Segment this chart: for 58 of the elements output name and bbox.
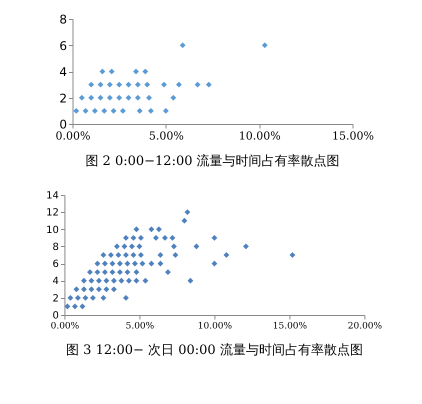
point xyxy=(106,94,113,101)
y-tick-label: 4 xyxy=(52,276,59,288)
point xyxy=(126,82,132,88)
y-tick-label: 10 xyxy=(46,224,59,236)
y-tick-label: 0 xyxy=(52,310,59,322)
x-tick-label: 5.00% xyxy=(148,130,184,142)
y-tick-label: 14 xyxy=(46,190,59,202)
point xyxy=(98,94,104,101)
point xyxy=(170,94,176,101)
point xyxy=(98,82,104,88)
point xyxy=(116,94,122,101)
x-tick-label: 15.00% xyxy=(272,322,308,332)
x-tick-label: 10.00% xyxy=(198,322,233,332)
y-tick-label: 4 xyxy=(59,65,68,79)
point xyxy=(73,108,80,114)
point xyxy=(148,108,154,114)
y-tick-label: 6 xyxy=(52,259,59,270)
point xyxy=(82,108,88,114)
point xyxy=(78,94,85,101)
point xyxy=(162,108,169,114)
point xyxy=(206,82,212,88)
point xyxy=(176,82,182,88)
point xyxy=(144,82,150,88)
y-tick-label: 12 xyxy=(46,208,59,219)
point xyxy=(106,82,113,88)
point xyxy=(134,82,141,88)
point xyxy=(146,94,152,101)
point xyxy=(134,94,141,101)
point xyxy=(136,108,143,114)
x-tick-label: 15.00% xyxy=(332,130,374,142)
y-tick-label: 0 xyxy=(59,118,68,132)
point xyxy=(88,82,94,88)
point xyxy=(88,94,94,101)
point xyxy=(262,42,268,48)
x-tick-label: 0.00% xyxy=(50,322,80,332)
point xyxy=(194,82,200,88)
y-tick-label: 2 xyxy=(59,91,68,106)
point xyxy=(120,108,126,114)
point xyxy=(161,82,167,88)
y-tick-label: 6 xyxy=(59,38,68,53)
x-tick-label: 0.00% xyxy=(56,130,90,142)
point xyxy=(116,82,122,88)
point xyxy=(92,108,98,114)
y-tick-label: 8 xyxy=(59,12,68,26)
text: 图 3 12:00− 次日 00:00 流量与时间占有率散点图 xyxy=(66,342,363,358)
x-tick-label: 20.00% xyxy=(348,322,383,332)
point xyxy=(126,94,132,101)
x-tick-label: 5.00% xyxy=(126,322,155,332)
point xyxy=(101,108,108,114)
point xyxy=(142,68,148,74)
point xyxy=(180,42,186,48)
point xyxy=(110,108,116,114)
point xyxy=(99,68,106,74)
y-tick-label: 2 xyxy=(52,293,59,304)
text: 图 2 0:00−12:00 流量与时间占有率散点图 xyxy=(85,153,340,169)
y-tick-label: 8 xyxy=(52,242,59,253)
point xyxy=(108,68,115,74)
x-tick-label: 10.00% xyxy=(238,130,281,142)
